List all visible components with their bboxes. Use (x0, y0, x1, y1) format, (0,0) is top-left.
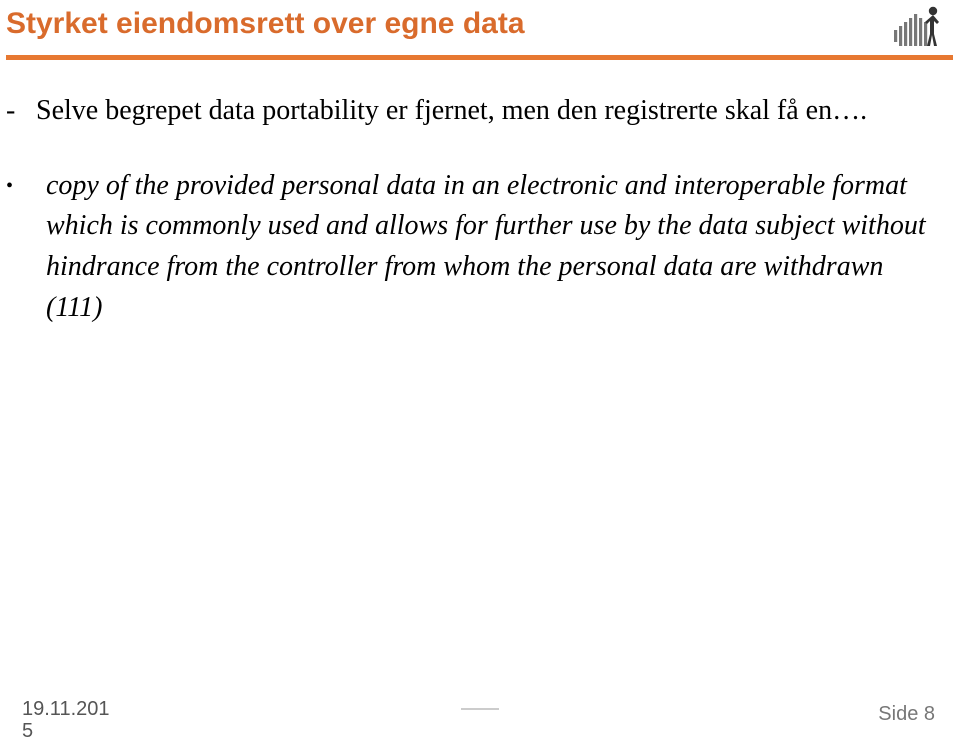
slide: Styrket eiendomsrett over egne data - Se… (0, 0, 959, 748)
dash-marker: - (6, 92, 36, 130)
corner-logo-icon (893, 4, 945, 48)
footer-page-number: Side 8 (878, 703, 935, 726)
bullet-list-item: • copy of the provided personal data in … (6, 166, 939, 328)
footer-center-line (461, 708, 499, 710)
footer-date-line2: 5 (22, 720, 110, 742)
slide-title: Styrket eiendomsrett over egne data (6, 6, 525, 42)
logo-bars (894, 14, 927, 46)
bullet-text: copy of the provided personal data in an… (46, 166, 939, 328)
footer-date: 19.11.201 5 (22, 698, 110, 742)
footer-date-line1: 19.11.201 (22, 698, 110, 720)
dash-list-item: - Selve begrepet data portability er fje… (6, 92, 939, 130)
dash-text: Selve begrepet data portability er fjern… (36, 92, 867, 130)
title-divider (6, 55, 953, 60)
bullet-marker: • (6, 166, 46, 328)
body: - Selve begrepet data portability er fje… (6, 92, 939, 328)
